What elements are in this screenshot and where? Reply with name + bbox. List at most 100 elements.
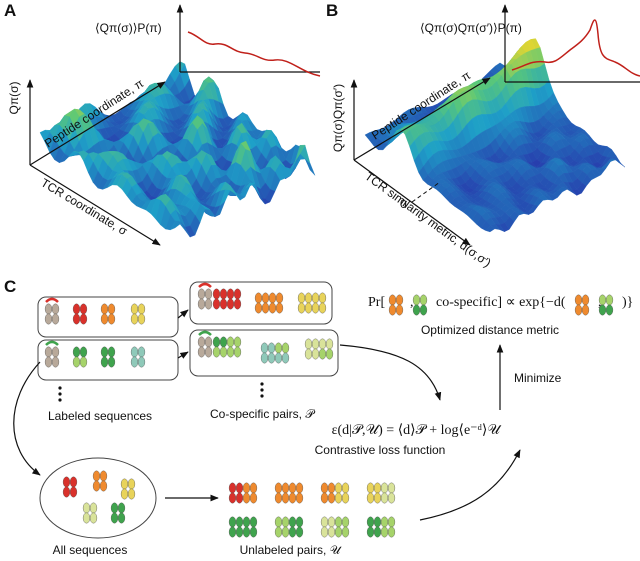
- receptor-lobe: [100, 313, 109, 325]
- receptor-lobe: [288, 526, 297, 538]
- receptor-lobe: [79, 313, 88, 325]
- receptor-lobe: [387, 482, 396, 494]
- receptor-lobe: [311, 338, 320, 350]
- receptor-lobe: [69, 486, 78, 498]
- receptor-lobe: [249, 482, 258, 494]
- receptor-lobe: [219, 298, 228, 310]
- peptide: [198, 282, 212, 288]
- receptor-lobe: [297, 292, 306, 304]
- receptor-lobe: [99, 470, 108, 482]
- peptide: [45, 340, 59, 346]
- metric-caption: Optimized distance metric: [421, 323, 559, 337]
- receptor-lobe: [281, 492, 290, 504]
- receptor-lobe: [212, 298, 221, 310]
- receptor-lobe: [204, 346, 213, 358]
- receptor-lobe: [137, 346, 146, 358]
- receptor-lobe: [574, 294, 583, 306]
- receptor-lobe: [281, 482, 290, 494]
- receptor-lobe: [107, 356, 116, 368]
- receptor-lobe: [72, 356, 81, 368]
- receptor-lobe: [275, 292, 284, 304]
- receptor-lobe: [62, 486, 71, 498]
- receptor-lobe: [295, 482, 304, 494]
- receptor-lobe: [204, 336, 213, 348]
- receptor-lobe: [334, 492, 343, 504]
- zero-line: [411, 181, 441, 203]
- receptor-lobe: [51, 313, 60, 325]
- receptor-lobe: [226, 298, 235, 310]
- receptor-lobe: [44, 313, 53, 325]
- receptor-lobe: [311, 292, 320, 304]
- loss-formula: ε(d|𝒫,𝒰) = ⟨d⟩𝒫 + log⟨e⁻ᵈ⟩𝒰: [332, 423, 503, 438]
- x-axis: [29, 164, 161, 246]
- receptor-lobe: [311, 348, 320, 360]
- formula: co-specific] ∝ exp{−d(: [436, 295, 566, 310]
- all-caption: All sequences: [53, 543, 128, 557]
- receptor-lobe: [99, 480, 108, 492]
- receptor-lobe: [274, 342, 283, 354]
- receptor-lobe: [137, 313, 146, 325]
- receptor-lobe: [92, 480, 101, 492]
- sequence-box: [37, 339, 179, 381]
- receptor-lobe: [233, 298, 242, 310]
- receptor-lobe: [281, 352, 290, 364]
- receptor-lobe: [261, 292, 270, 304]
- receptor-lobe: [44, 346, 53, 358]
- receptor-lobe: [334, 526, 343, 538]
- receptor-lobe: [260, 342, 269, 354]
- receptor-lobe: [281, 516, 290, 528]
- receptor-lobe: [334, 516, 343, 528]
- minimize-label: Minimize: [514, 371, 562, 385]
- receptor-lobe: [92, 470, 101, 482]
- surface-a: [39, 61, 316, 238]
- z-label: Qπ(σ): [7, 81, 21, 114]
- receptor-lobe: [44, 303, 53, 315]
- receptor-lobe: [89, 512, 98, 524]
- receptor-lobe: [249, 516, 258, 528]
- surface-cell: [485, 225, 496, 233]
- receptor-lobe: [288, 492, 297, 504]
- receptor-lobe: [304, 338, 313, 350]
- inset-curve: [187, 31, 321, 77]
- receptor-lobe: [212, 346, 221, 358]
- receptor-lobe: [197, 288, 206, 300]
- receptor-lobe: [107, 346, 116, 358]
- receptor-lobe: [235, 482, 244, 494]
- receptor-lobe: [235, 516, 244, 528]
- peptide: [198, 330, 212, 336]
- receptor-lobe: [304, 292, 313, 304]
- receptor-lobe: [281, 526, 290, 538]
- receptor-lobe: [72, 346, 81, 358]
- receptor-lobe: [204, 298, 213, 310]
- receptor-lobe: [275, 302, 284, 314]
- receptor-lobe: [295, 526, 304, 538]
- receptor-lobe: [130, 346, 139, 358]
- receptor-lobe: [388, 294, 397, 306]
- receptor-lobe: [318, 348, 327, 360]
- receptor-lobe: [226, 336, 235, 348]
- cospecific-caption: Co-specific pairs, 𝒫: [210, 407, 315, 421]
- receptor-lobe: [137, 356, 146, 368]
- receptor-lobe: [295, 492, 304, 504]
- receptor-lobe: [72, 313, 81, 325]
- receptor-lobe: [44, 356, 53, 368]
- receptor-lobe: [120, 478, 129, 490]
- receptor-lobe: [304, 302, 313, 314]
- receptor-lobe: [268, 292, 277, 304]
- receptor-lobe: [219, 288, 228, 300]
- receptor-lobe: [288, 516, 297, 528]
- receptor-lobe: [318, 302, 327, 314]
- arrows: [13, 309, 521, 521]
- receptor-lobe: [261, 302, 270, 314]
- receptor-lobe: [130, 303, 139, 315]
- receptor-lobe: [130, 356, 139, 368]
- receptor-lobe: [320, 492, 329, 504]
- receptor-lobe: [327, 526, 336, 538]
- unlabeled-caption: Unlabeled pairs, 𝒰: [240, 543, 343, 557]
- receptor-lobe: [228, 492, 237, 504]
- receptor-lobe: [249, 492, 258, 504]
- receptor-lobe: [366, 492, 375, 504]
- receptor-lobe: [395, 294, 404, 306]
- receptor-lobe: [233, 336, 242, 348]
